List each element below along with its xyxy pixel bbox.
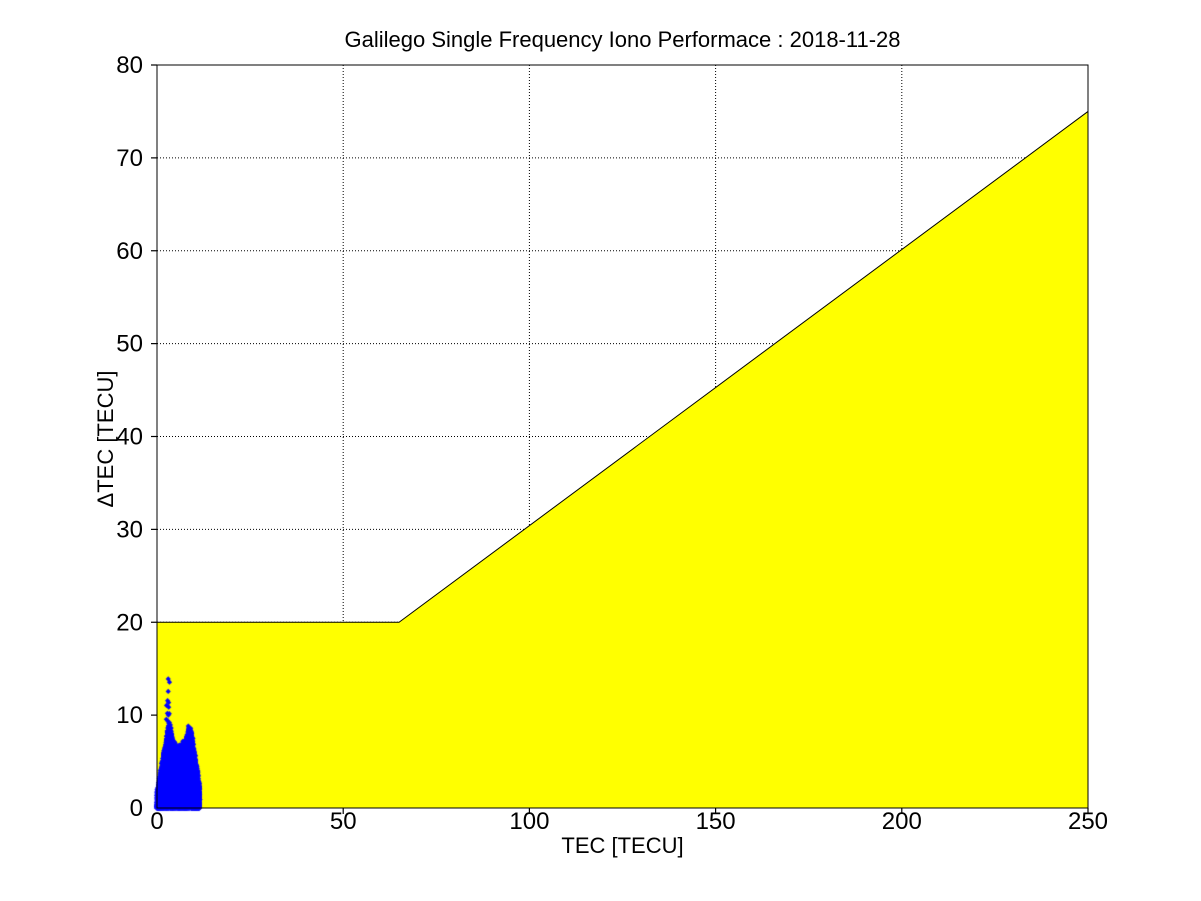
svg-text:250: 250 — [1068, 808, 1108, 835]
svg-text:100: 100 — [509, 808, 549, 835]
svg-text:60: 60 — [116, 238, 143, 265]
svg-text:80: 80 — [116, 52, 143, 79]
svg-text:70: 70 — [116, 145, 143, 172]
svg-text:0: 0 — [150, 808, 163, 835]
svg-text:50: 50 — [116, 331, 143, 358]
svg-text:20: 20 — [116, 609, 143, 636]
svg-text:0: 0 — [130, 795, 143, 822]
svg-text:50: 50 — [330, 808, 357, 835]
svg-text:40: 40 — [116, 424, 143, 451]
svg-text:10: 10 — [116, 702, 143, 729]
svg-text:150: 150 — [696, 808, 736, 835]
svg-text:200: 200 — [882, 808, 922, 835]
svg-text:30: 30 — [116, 516, 143, 543]
